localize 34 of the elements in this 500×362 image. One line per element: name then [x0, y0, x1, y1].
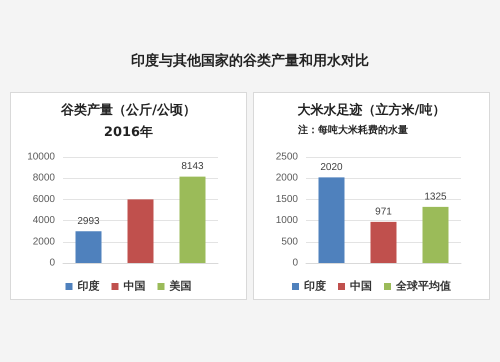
legend-label: 印度 [304, 280, 326, 292]
data-label: 971 [375, 206, 392, 218]
chart-title: 谷类产量（公斤/公顷） [60, 102, 197, 119]
bar [318, 177, 344, 263]
data-label: 2020 [320, 162, 344, 173]
y-tick-label: 2000 [32, 236, 56, 248]
data-label: 8143 [181, 161, 204, 172]
bar [180, 176, 206, 263]
bar [128, 199, 154, 263]
y-tick-label: 0 [292, 258, 298, 268]
y-tick-label: 1500 [276, 194, 298, 205]
text: 印度与其他国家的谷类产量和用水对比 [130, 52, 370, 70]
legend-label: 美国 [168, 280, 192, 292]
legend-label: 全球平均值 [395, 280, 451, 292]
bar [422, 206, 448, 263]
y-tick-label: 10000 [27, 152, 56, 162]
y-tick-label: 500 [281, 236, 298, 248]
y-tick-label: 4000 [32, 215, 56, 226]
y-tick-label: 6000 [32, 194, 56, 205]
chart-title: 大米水足迹（立方米/吨） [296, 102, 446, 119]
legend-label: 中国 [124, 280, 146, 292]
bar [370, 222, 396, 263]
chart-subtitle: 2016年 [102, 124, 154, 141]
y-tick-label: 1000 [276, 215, 298, 226]
data-label: 1325 [424, 191, 448, 202]
y-tick-label: 8000 [32, 172, 56, 184]
chart-subtitle: 注：每吨大米耗费的水量 [298, 123, 409, 137]
data-label: 2993 [77, 216, 100, 227]
y-tick-label: 0 [49, 258, 56, 268]
legend-label: 印度 [78, 280, 100, 292]
bar [76, 231, 102, 263]
legend-label: 中国 [350, 280, 372, 292]
y-tick-label: 2500 [276, 152, 298, 162]
y-tick-label: 2000 [276, 172, 298, 184]
